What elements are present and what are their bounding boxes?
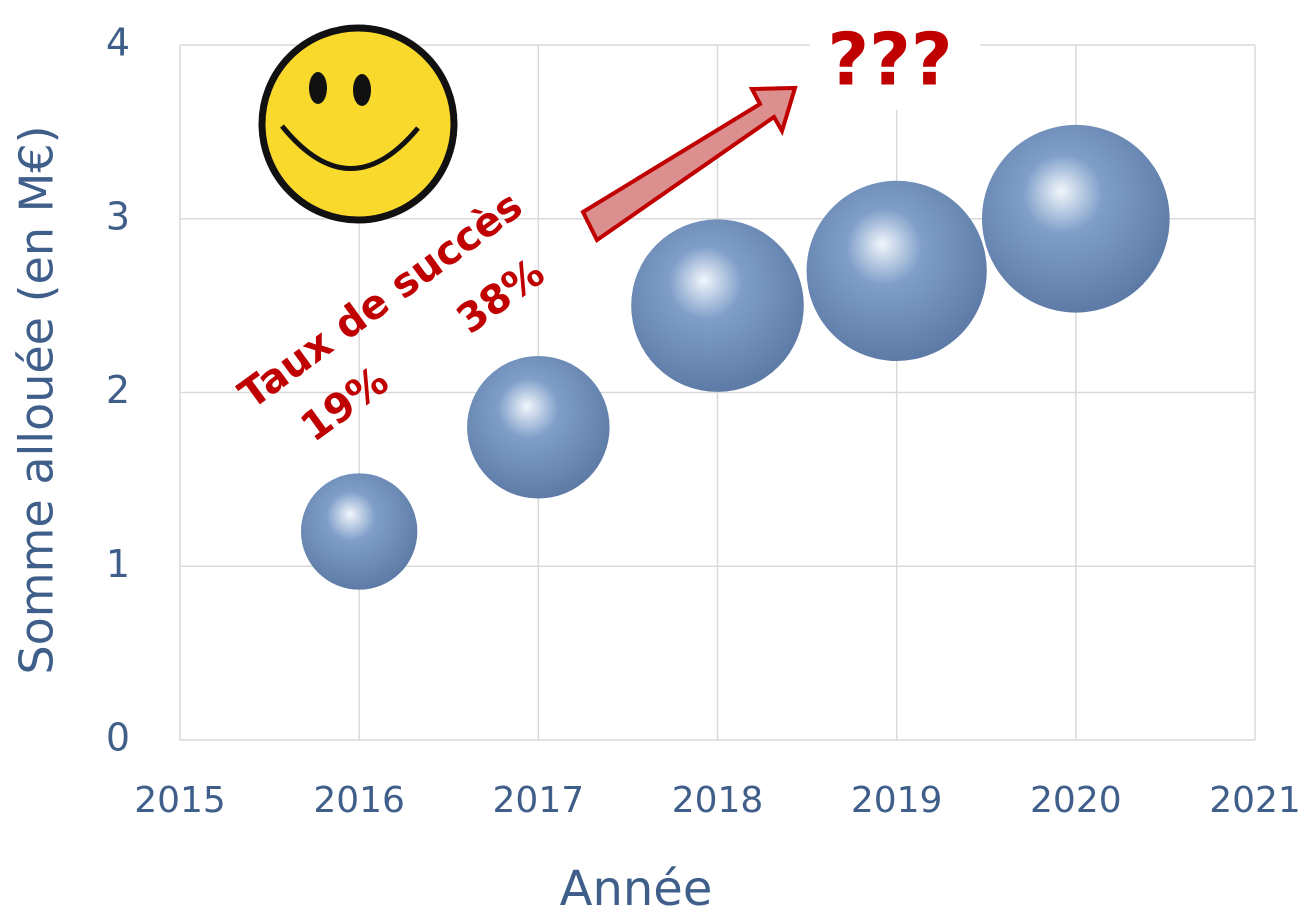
x-tick-label: 2019 [851,780,943,821]
x-tick-label: 2016 [313,780,405,821]
annotation: ??? [827,18,952,102]
x-tick-label: 2021 [1209,780,1301,821]
bubble [982,124,1170,313]
y-tick-label: 1 [106,542,130,586]
y-tick-label: 3 [106,194,130,238]
arrow [580,85,798,243]
bubble [631,219,804,392]
x-tick-label: 2015 [134,780,226,821]
y-tick-label: 0 [106,716,130,760]
bubble [806,180,987,362]
smiley [258,24,458,224]
label-bg [810,20,980,110]
x-tick-label: 2017 [493,780,585,821]
y-axis-title: Somme allouée (en M€) [10,125,64,674]
x-axis-title: Année [560,861,713,917]
y-tick-label: 4 [106,21,130,65]
bubble [300,473,418,590]
bubble [467,355,610,499]
y-tick-label: 2 [106,368,130,412]
x-tick-label: 2018 [672,780,764,821]
x-tick-label: 2020 [1030,780,1122,821]
